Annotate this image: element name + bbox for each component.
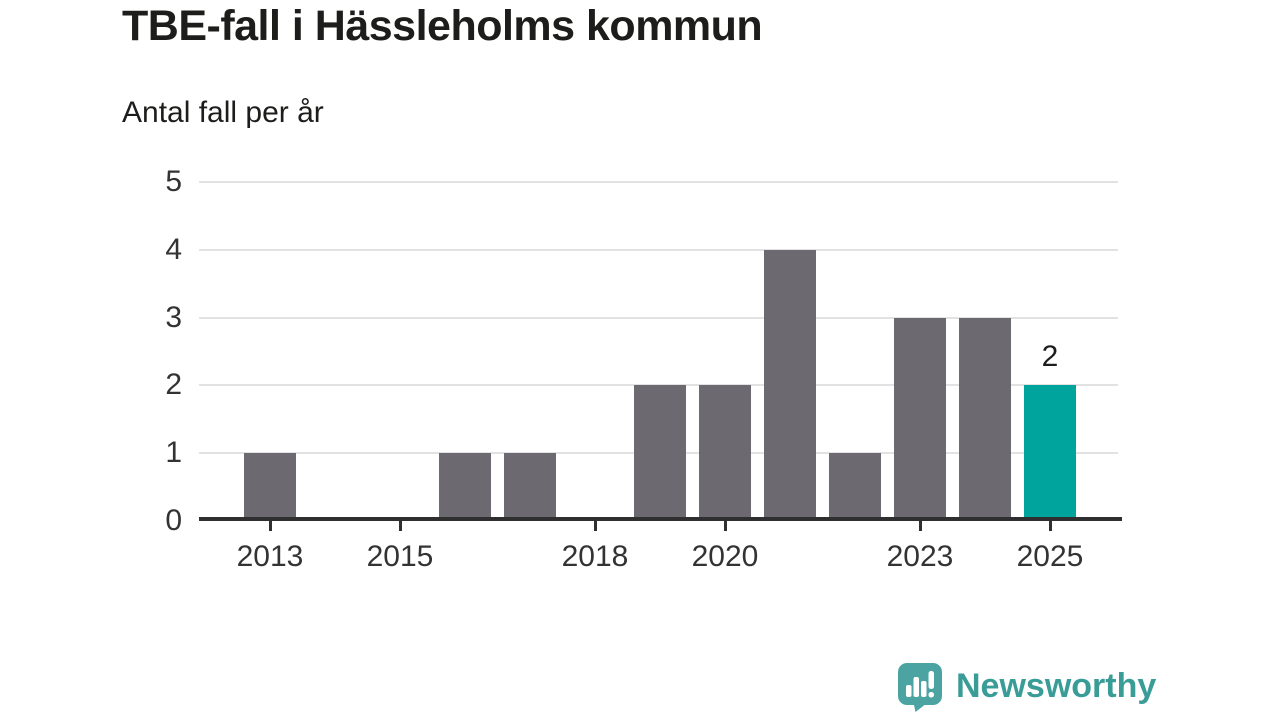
x-tick: [398, 521, 402, 531]
y-gridline: [199, 248, 1118, 251]
bar-value-label: 2: [1041, 340, 1059, 374]
x-tick-label: 2018: [561, 540, 629, 573]
bar: [244, 453, 296, 521]
y-tick-label: 4: [165, 232, 182, 266]
x-tick: [593, 521, 597, 531]
x-tick-label: 2015: [366, 540, 434, 573]
y-tick-label: 3: [165, 300, 182, 334]
y-tick-label: 2: [165, 368, 182, 402]
chart-subtitle: Antal fall per år: [122, 96, 324, 129]
bar: [829, 453, 881, 521]
y-gridline: [199, 316, 1118, 319]
x-tick: [268, 521, 272, 531]
x-tick-label: 2013: [236, 540, 304, 573]
x-axis-line: [199, 517, 1122, 521]
bar: [894, 317, 946, 521]
bar: [439, 453, 491, 521]
x-tick-label: 2020: [691, 540, 759, 573]
x-tick-label: 2023: [886, 540, 954, 573]
newsworthy-logo-text: Newsworthy: [956, 667, 1157, 705]
x-tick: [918, 521, 922, 531]
bar: [634, 385, 686, 521]
y-gridline: [199, 181, 1118, 183]
bar-highlighted: [1024, 385, 1076, 521]
y-tick-label: 1: [165, 436, 182, 470]
bar: [504, 453, 556, 521]
bar: [764, 249, 816, 521]
x-tick: [1048, 521, 1052, 531]
x-tick-label: 2025: [1016, 540, 1084, 573]
x-tick: [723, 521, 727, 531]
bar: [959, 317, 1011, 521]
y-tick-label: 5: [165, 165, 182, 198]
newsworthy-logo-icon: [898, 663, 942, 712]
bar: [699, 385, 751, 521]
y-tick-label: 0: [165, 504, 182, 537]
chart-title: TBE-fall i Hässleholms kommun: [122, 2, 763, 50]
newsworthy-logo: Newsworthy: [897, 662, 1156, 712]
